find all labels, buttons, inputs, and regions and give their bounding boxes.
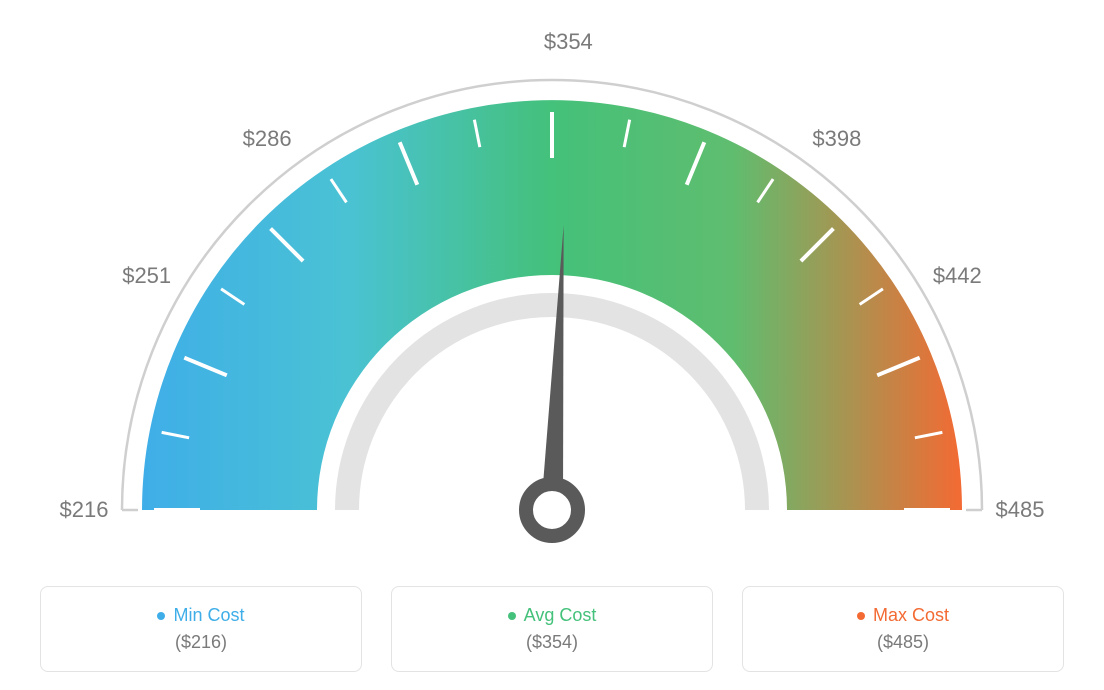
legend-title-avg: Avg Cost <box>524 605 597 626</box>
legend-row: Min Cost ($216) Avg Cost ($354) Max Cost… <box>0 586 1104 672</box>
legend-dot-max <box>857 612 865 620</box>
legend-value-max: ($485) <box>877 632 929 653</box>
legend-card-avg: Avg Cost ($354) <box>391 586 713 672</box>
legend-dot-min <box>157 612 165 620</box>
gauge-tick-label: $485 <box>996 497 1045 523</box>
legend-card-max: Max Cost ($485) <box>742 586 1064 672</box>
legend-value-min: ($216) <box>175 632 227 653</box>
legend-title-row: Max Cost <box>857 605 949 626</box>
gauge-tick-label: $251 <box>122 263 171 289</box>
gauge-tick-label: $354 <box>544 29 593 55</box>
gauge-tick-label: $442 <box>933 263 982 289</box>
gauge-tick-label: $216 <box>60 497 109 523</box>
legend-dot-avg <box>508 612 516 620</box>
legend-title-row: Min Cost <box>157 605 244 626</box>
gauge-area: $216 $251 $286 $354 $398 $442 $485 <box>0 0 1104 570</box>
legend-title-row: Avg Cost <box>508 605 597 626</box>
legend-title-min: Min Cost <box>173 605 244 626</box>
gauge-tick-label: $398 <box>812 126 861 152</box>
cost-gauge-widget: $216 $251 $286 $354 $398 $442 $485 Min Cost ($… <box>0 0 1104 690</box>
legend-value-avg: ($354) <box>526 632 578 653</box>
legend-card-min: Min Cost ($216) <box>40 586 362 672</box>
gauge-tick-label: $286 <box>243 126 292 152</box>
legend-title-max: Max Cost <box>873 605 949 626</box>
